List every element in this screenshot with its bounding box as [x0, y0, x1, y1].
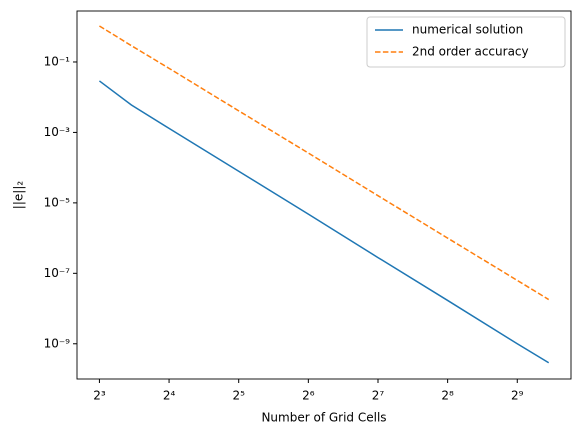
- plot-frame: [76, 10, 572, 380]
- legend-label: 2nd order accuracy: [412, 45, 529, 59]
- x-tick-label: 2³: [93, 389, 106, 403]
- x-tick-label: 2⁷: [372, 389, 385, 403]
- y-tick-label: 10⁻¹: [44, 54, 71, 68]
- legend-box: [366, 16, 566, 68]
- y-tick-label: 10⁻⁵: [44, 195, 71, 209]
- x-tick-label: 2⁵: [232, 389, 245, 403]
- y-axis-label: ||e||₂: [12, 181, 26, 210]
- y-tick-label: 10⁻³: [44, 125, 71, 139]
- series-line: [98, 80, 550, 364]
- x-tick-label: 2⁴: [163, 389, 176, 403]
- x-axis-label: Number of Grid Cells: [261, 411, 386, 425]
- x-tick-label: 2⁸: [441, 389, 454, 403]
- series-line: [99, 25, 550, 301]
- x-tick-label: 2⁹: [511, 389, 524, 403]
- x-tick-label: 2⁶: [302, 389, 315, 403]
- y-tick-label: 10⁻⁷: [44, 266, 71, 280]
- y-tick-label: 10⁻⁹: [44, 336, 71, 350]
- legend-label: numerical solution: [412, 23, 523, 37]
